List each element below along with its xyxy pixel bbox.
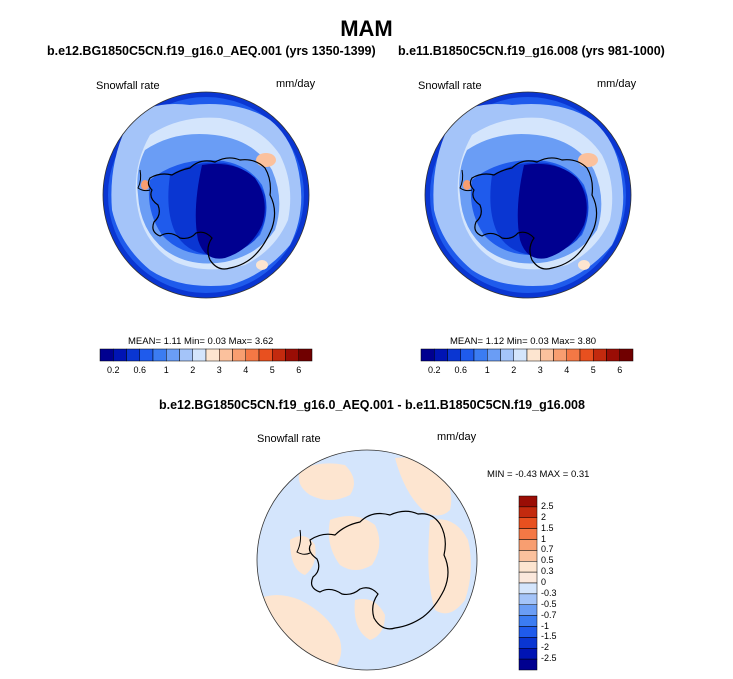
left-stats: MEAN= 1.11 Min= 0.03 Max= 3.62	[128, 336, 274, 347]
diff-colorbar-box	[518, 648, 538, 660]
diff-colorbar-box	[518, 582, 538, 595]
right-coastline	[469, 157, 598, 270]
left-variable-label: Snowfall rate	[96, 80, 160, 92]
diff-colorbar-box	[518, 637, 538, 649]
right-colorbar-tick-label: 3	[537, 365, 543, 375]
diff-colorbar-box	[518, 517, 538, 529]
main-title: MAM	[340, 16, 393, 41]
right-colorbar-tick-label: 4	[564, 365, 570, 375]
diff-colorbar-tick-label: 2.5	[541, 500, 554, 511]
diff-colorbar-box	[518, 658, 538, 671]
right-colorbar-tick-label: 0.2	[427, 365, 441, 375]
diff-colorbar-tick-label: 0	[541, 577, 547, 587]
diff-colorbar-tick-label: 0.3	[541, 566, 554, 577]
left-colorbar-box	[298, 348, 313, 362]
right-colorbar-tick-label: 2	[511, 365, 517, 375]
left-units-label: mm/day	[276, 78, 316, 90]
diff-variable-label: Snowfall rate	[257, 433, 321, 445]
left-colorbar-tick-label: 2	[190, 365, 196, 375]
diff-colorbar-box	[518, 561, 538, 573]
right-colorbar-box	[619, 348, 634, 362]
diff-units-label: mm/day	[437, 431, 477, 443]
diff-colorbar-tick-label: -2.5	[541, 653, 557, 664]
right-units-label: mm/day	[597, 78, 637, 90]
left-colorbar-ticks: 0.2 0.6 1 2 3 4 5 6	[100, 365, 312, 379]
diff-colorbar-tick-label: -1.5	[541, 631, 557, 642]
diff-stats: MIN = -0.43 MAX = 0.31	[487, 469, 590, 480]
diff-colorbar-tick-label: 1.5	[541, 522, 554, 533]
diff-colorbar-tick-label: -1	[541, 620, 550, 631]
right-colorbar-tick-label: 0.6	[454, 365, 468, 375]
diff-colorbar-tick-label: -0.5	[541, 598, 557, 609]
right-colorbar	[420, 348, 634, 362]
right-colorbar-ticks: 0.2 0.6 1 2 3 4 5 6	[421, 365, 633, 379]
left-colorbar-tick-label: 3	[216, 365, 222, 375]
diff-colorbar-ticks: 2.5 2 1.5 1 0.7 0.5 0.3 0 -0.3 -0.5 -0.7 -1 -1.5 -2 -2…	[541, 496, 581, 670]
diff-colorbar-tick-label: -0.3	[541, 587, 557, 598]
diff-colorbar-box	[518, 506, 538, 518]
left-colorbar-tick-label: 0.2	[106, 365, 120, 375]
left-colorbar-tick-label: 0.6	[133, 365, 147, 375]
diff-coastline	[308, 510, 449, 630]
diff-colorbar-box	[518, 539, 538, 551]
diff-colorbar-box	[518, 626, 538, 638]
diff-colorbar-tick-label: -2	[541, 642, 550, 653]
diff-colorbar-box	[518, 495, 538, 508]
left-colorbar-tick-label: 1	[163, 365, 169, 375]
diff-colorbar-box	[518, 604, 538, 616]
left-colorbar-tick-label: 5	[269, 365, 275, 375]
left-coastline	[147, 157, 276, 270]
diff-colorbar-tick-label: 0.5	[541, 555, 554, 566]
diff-colorbar-box	[518, 528, 538, 540]
left-colorbar-tick-label: 4	[243, 365, 249, 375]
diff-colorbar-tick-label: 0.7	[541, 544, 554, 555]
diff-colorbar-tick-label: 2	[541, 511, 547, 522]
diff-colorbar-tick-label: -0.7	[541, 609, 557, 620]
right-variable-label: Snowfall rate	[418, 80, 482, 92]
right-case-title: b.e11.B1850C5CN.f19_g16.008 (yrs 981-100…	[398, 44, 665, 58]
diff-colorbar	[518, 495, 538, 671]
diff-colorbar-box	[518, 571, 538, 584]
diff-colorbar-tick-label: 1	[541, 533, 547, 544]
diff-case-title: b.e12.BG1850C5CN.f19_g16.0_AEQ.001 - b.e…	[159, 398, 585, 412]
right-colorbar-tick-label: 6	[617, 365, 623, 375]
left-colorbar-tick-label: 6	[296, 365, 302, 375]
left-case-title: b.e12.BG1850C5CN.f19_g16.0_AEQ.001 (yrs …	[47, 44, 376, 58]
right-colorbar-tick-label: 5	[590, 365, 596, 375]
diff-colorbar-box	[518, 593, 538, 605]
diff-colorbar-box	[518, 550, 538, 562]
right-stats: MEAN= 1.12 Min= 0.03 Max= 3.80	[450, 336, 597, 347]
diff-colorbar-box	[518, 615, 538, 627]
right-colorbar-tick-label: 1	[484, 365, 490, 375]
left-colorbar	[99, 348, 313, 362]
